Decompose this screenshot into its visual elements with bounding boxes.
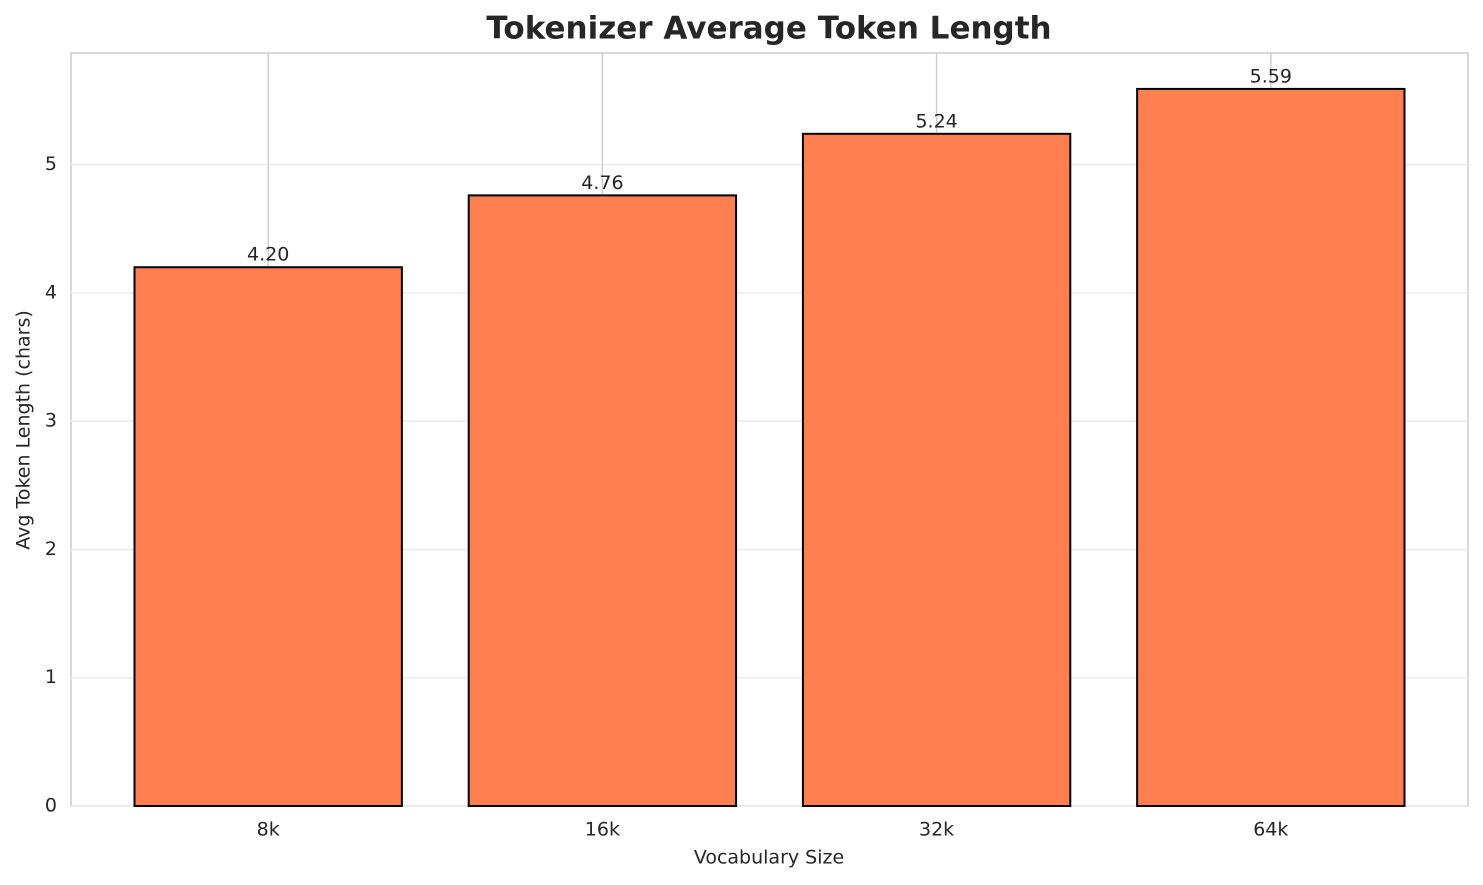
bar [1136,87,1406,808]
y-tick-label: 2 [45,538,57,560]
y-tick-label: 3 [45,410,57,432]
value-label: 5.24 [915,110,957,132]
y-tick-label: 5 [45,153,57,175]
bar [467,194,738,807]
x-tick-label: 16k [585,819,620,841]
value-label: 4.20 [247,244,289,266]
chart-title: Tokenizer Average Token Length [486,11,1051,47]
x-tick-label: 64k [1253,819,1288,841]
x-tick-label: 32k [919,819,954,841]
y-tick-label: 0 [45,795,57,817]
value-label: 5.59 [1250,65,1292,87]
y-tick-label: 4 [45,281,57,303]
y-axis-label: Avg Token Length (chars) [13,310,35,550]
x-tick-label: 8k [257,819,280,841]
y-tick-label: 1 [45,666,57,688]
bar [801,132,1072,807]
x-axis-label: Vocabulary Size [694,847,844,869]
value-label: 4.76 [581,172,623,194]
bar [133,266,403,807]
